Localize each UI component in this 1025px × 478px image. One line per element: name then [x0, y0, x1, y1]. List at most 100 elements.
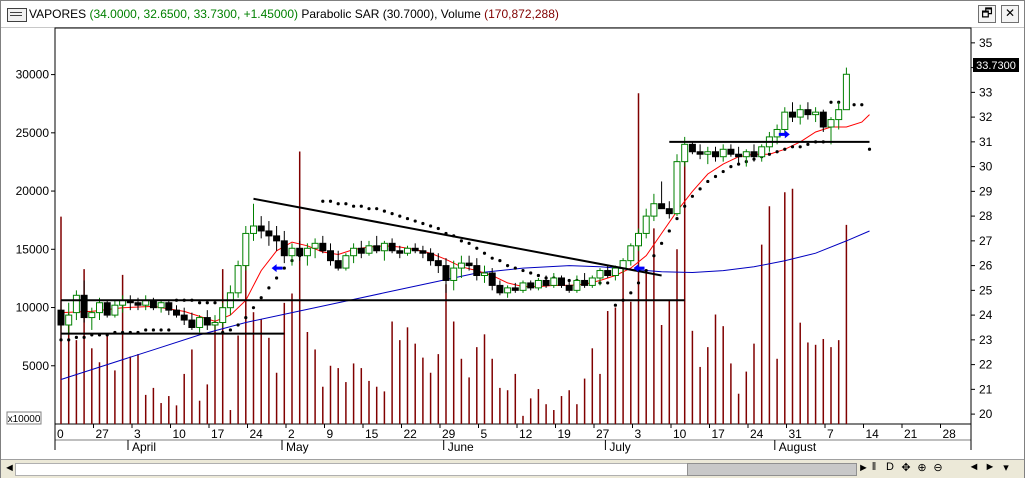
sar-point — [713, 174, 718, 179]
date-tick-label: 3 — [635, 427, 642, 441]
candle-body — [588, 277, 596, 286]
date-tick-label: 5 — [481, 427, 488, 441]
candle-body — [735, 153, 743, 158]
trend-line[interactable] — [253, 197, 662, 277]
candle — [581, 273, 589, 288]
candle-body — [534, 279, 542, 289]
candle — [319, 235, 327, 254]
candle — [457, 255, 465, 278]
candle-body — [481, 272, 488, 276]
price-tick-label: 28 — [979, 209, 993, 223]
candle-body — [234, 265, 242, 294]
candle-body — [373, 245, 381, 252]
sar-point — [282, 266, 286, 270]
candle — [465, 255, 473, 271]
date-tick-label: 15 — [365, 427, 379, 441]
date-tick-label: 10 — [673, 427, 687, 441]
sar-point — [644, 268, 648, 273]
candle-body — [219, 307, 227, 324]
candle-body — [604, 270, 612, 277]
candle-body — [658, 203, 666, 210]
candle-body — [388, 242, 396, 252]
candle-body — [457, 262, 465, 269]
candle — [242, 226, 250, 271]
sar-point — [675, 216, 679, 221]
candle — [750, 144, 758, 162]
price-tick-label: 24 — [979, 308, 993, 322]
restore-window-button[interactable]: 🗗 — [978, 5, 996, 23]
sar-point — [698, 187, 702, 191]
candle-body — [550, 277, 558, 286]
candle-body — [488, 272, 496, 286]
candle — [250, 203, 257, 241]
candle-body — [273, 235, 281, 242]
candle — [388, 238, 396, 254]
draw-button[interactable]: D — [886, 461, 894, 473]
menu-button[interactable]: ▾ — [1003, 462, 1009, 474]
scroll-right-button[interactable]: ► — [858, 462, 869, 474]
candle-body — [211, 322, 219, 326]
candle — [696, 144, 704, 160]
next-button[interactable]: ► — [984, 461, 996, 473]
sar-point — [336, 202, 340, 206]
candle-body — [365, 245, 373, 254]
scroll-left-button[interactable]: ◄ — [4, 462, 15, 474]
zoom-out-icon[interactable]: ⊖ — [933, 462, 943, 474]
sar-point — [521, 268, 525, 273]
candle — [473, 258, 481, 281]
pause-button[interactable]: ‖ — [871, 461, 877, 473]
sar-point — [413, 219, 417, 223]
candle-body — [88, 312, 96, 319]
candle-body — [434, 260, 442, 267]
sar-point — [798, 145, 802, 149]
candle-body — [196, 317, 204, 328]
date-tick-label: 2 — [288, 427, 295, 441]
sar-point — [144, 328, 148, 332]
sar-point — [513, 266, 517, 270]
close-window-button[interactable]: ✕ — [1001, 5, 1019, 23]
date-tick-label: 10 — [173, 427, 187, 441]
candle-body — [635, 232, 642, 247]
sar-point — [398, 214, 402, 218]
candle — [396, 245, 404, 259]
candlestick-series — [57, 67, 850, 340]
sar-point — [490, 256, 494, 260]
sar-point — [683, 204, 687, 208]
scroll-thumb[interactable] — [687, 463, 857, 476]
candle — [727, 144, 735, 157]
candle-body — [257, 225, 265, 232]
candle — [665, 201, 673, 219]
sar-point — [198, 301, 202, 305]
candle — [365, 240, 373, 256]
candle-body — [319, 242, 327, 252]
candle — [481, 265, 488, 283]
volume-tick-label: 5000 — [22, 359, 49, 373]
last-price-label: 33.7300 — [976, 60, 1016, 72]
sar-point — [429, 224, 433, 228]
candle — [588, 275, 596, 288]
volume-tick-label: 25000 — [16, 126, 50, 140]
volume-multiplier-box: x10000 — [6, 411, 42, 425]
candle-body — [350, 247, 358, 257]
volume-tick-label: 30000 — [16, 68, 50, 82]
candle-body — [157, 302, 165, 309]
zoom-in-icon[interactable]: ⊕ — [917, 462, 927, 474]
month-label: June — [448, 440, 474, 454]
candle-body — [596, 270, 604, 279]
date-tick-label: 27 — [96, 427, 110, 441]
volume-label: Volume — [440, 7, 481, 21]
candle — [404, 245, 411, 256]
candle — [712, 146, 719, 162]
sar-point — [74, 335, 78, 339]
previous-button[interactable]: ◄ — [968, 461, 980, 473]
price-tick-label: 33 — [979, 85, 993, 99]
candle — [635, 228, 642, 251]
move-icon[interactable]: ✥ — [901, 462, 911, 474]
candle-body — [558, 277, 565, 286]
sar-point — [328, 199, 333, 203]
chart-title-bar: VAPORES (34.0000, 32.6500, 33.7300, +1.4… — [1, 1, 1024, 28]
sar-point — [275, 276, 279, 280]
price-tick-label: 29 — [979, 184, 993, 198]
candle — [796, 104, 804, 125]
